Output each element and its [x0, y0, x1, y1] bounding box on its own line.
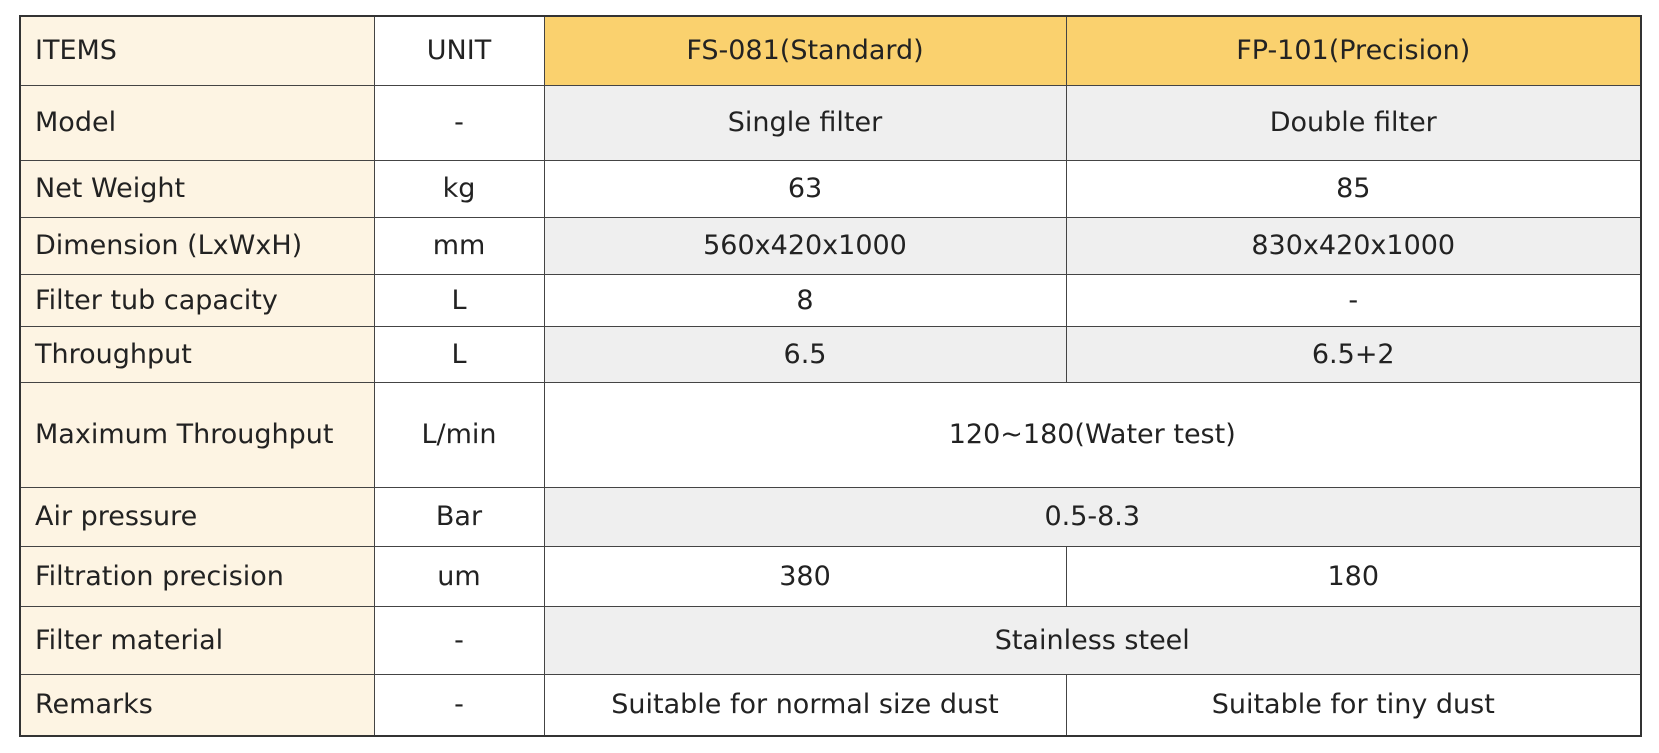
- item-cell: Throughput: [19, 325, 375, 383]
- table-row: Throughput L 6.5 6.5+2: [19, 325, 1642, 383]
- value-cell: Suitable for tiny dust: [1065, 673, 1642, 737]
- item-cell: Air pressure: [19, 486, 375, 547]
- table-row: ITEMS UNIT FS-081(Standard) FP-101(Precisio…: [19, 15, 1642, 86]
- value-cell: 6.5: [543, 325, 1067, 383]
- value-cell: 830x420x1000: [1065, 216, 1642, 275]
- item-cell: Filter material: [19, 605, 375, 675]
- unit-cell: -: [373, 605, 545, 675]
- value-cell: -: [1065, 273, 1642, 327]
- value-cell: 85: [1065, 159, 1642, 218]
- table-row: Filter tub capacity L 8-: [19, 273, 1642, 327]
- value-cell: 120~180(Water test): [543, 381, 1642, 488]
- item-cell: Filter tub capacity: [19, 273, 375, 327]
- item-cell: Remarks: [19, 673, 375, 737]
- value-cell: 0.5-8.3: [543, 486, 1642, 547]
- unit-cell: -: [373, 84, 545, 161]
- value-cell: 63: [543, 159, 1067, 218]
- table-body: ITEMS UNIT FS-081(Standard) FP-101(Precisio…: [19, 15, 1642, 737]
- value-cell: 380: [543, 545, 1067, 607]
- unit-cell: L: [373, 273, 545, 327]
- value-cell: Single filter: [543, 84, 1067, 161]
- value-cell: FS-081(Standard): [543, 15, 1067, 86]
- item-cell: Filtration precision: [19, 545, 375, 607]
- value-cell: 6.5+2: [1065, 325, 1642, 383]
- value-cell: Suitable for normal size dust: [543, 673, 1067, 737]
- table-row: Maximum Throughput L/min 120~180(Water tes…: [19, 381, 1642, 488]
- value-cell: 560x420x1000: [543, 216, 1067, 275]
- table-row: Model - Single filter Double filter: [19, 84, 1642, 161]
- value-cell: 8: [543, 273, 1067, 327]
- item-cell: Net Weight: [19, 159, 375, 218]
- unit-cell: um: [373, 545, 545, 607]
- table-row: Filter material - Stainless steel: [19, 605, 1642, 675]
- value-cell: FP-101(Precision): [1065, 15, 1642, 86]
- unit-cell: kg: [373, 159, 545, 218]
- value-cell: Stainless steel: [543, 605, 1642, 675]
- table-row: Air pressure Bar 0.5-8.3: [19, 486, 1642, 547]
- item-cell: ITEMS: [19, 15, 375, 86]
- table-row: Filtration precision um 380 180: [19, 545, 1642, 607]
- item-cell: Maximum Throughput: [19, 381, 375, 488]
- item-cell: Dimension (LxWxH): [19, 216, 375, 275]
- unit-cell: Bar: [373, 486, 545, 547]
- unit-cell: UNIT: [373, 15, 545, 86]
- unit-cell: mm: [373, 216, 545, 275]
- table-row: Dimension (LxWxH) mm 560x420x1000 830x420x1…: [19, 216, 1642, 275]
- table-row: Net Weight kg 63 85: [19, 159, 1642, 218]
- spec-table: ITEMS UNIT FS-081(Standard) FP-101(Precisio…: [19, 15, 1642, 737]
- unit-cell: L/min: [373, 381, 545, 488]
- unit-cell: L: [373, 325, 545, 383]
- table-row: Remarks - Suitable for normal size dust Sui…: [19, 673, 1642, 737]
- unit-cell: -: [373, 673, 545, 737]
- value-cell: 180: [1065, 545, 1642, 607]
- value-cell: Double filter: [1065, 84, 1642, 161]
- item-cell: Model: [19, 84, 375, 161]
